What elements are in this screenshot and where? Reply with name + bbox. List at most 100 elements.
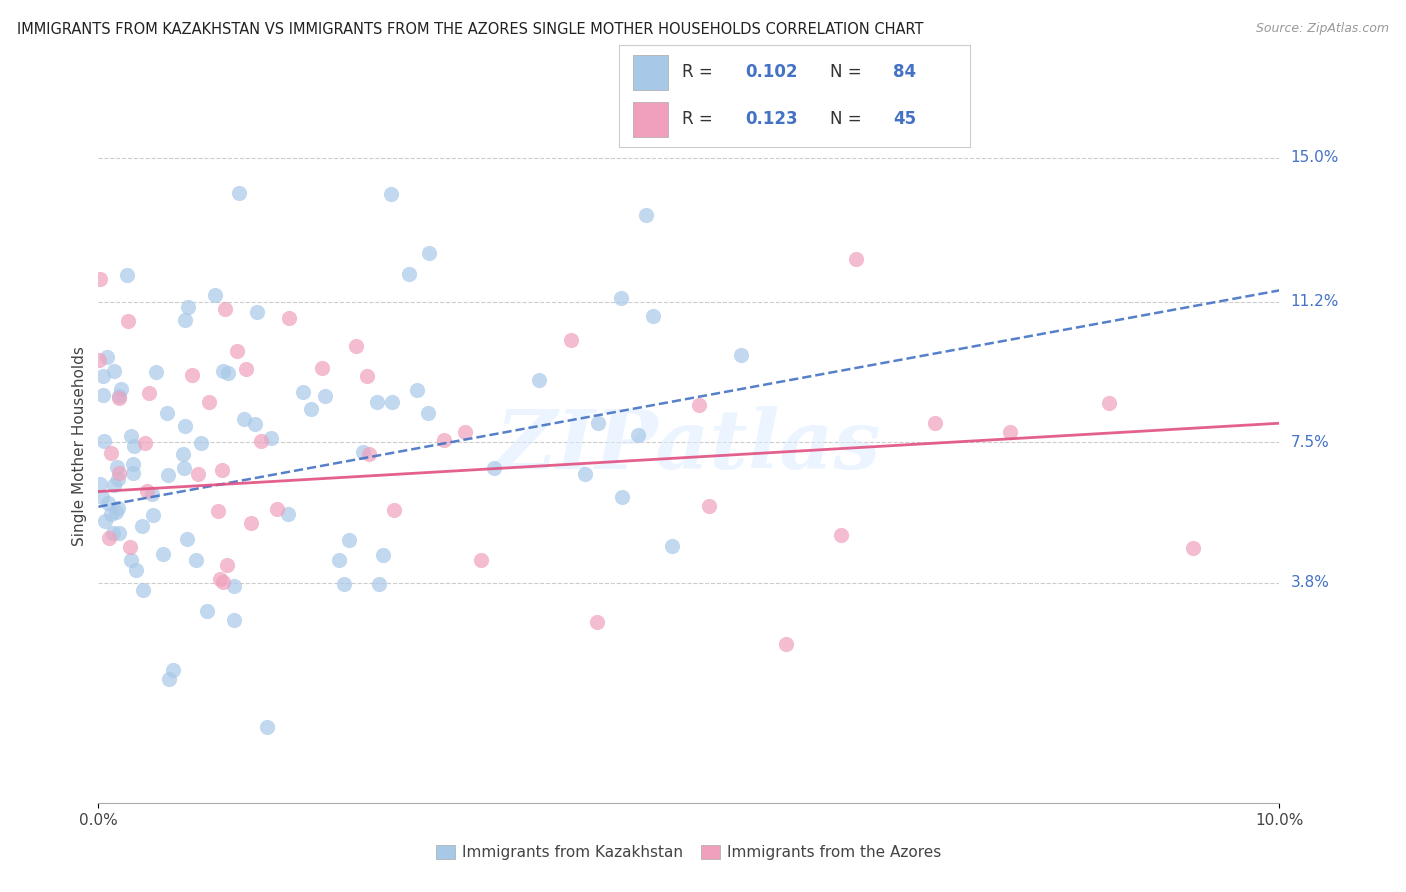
Point — [337, 533, 360, 547]
Point — [278, 310, 301, 325]
Point — [470, 552, 492, 566]
Point — [661, 539, 683, 553]
Point — [215, 558, 238, 572]
Point — [105, 505, 128, 519]
Point — [136, 484, 159, 499]
Point — [1181, 541, 1204, 555]
Point — [121, 457, 143, 471]
Point — [107, 472, 129, 486]
Point — [418, 406, 440, 420]
Point — [246, 305, 269, 319]
Point — [211, 364, 233, 378]
Point — [211, 463, 233, 477]
Point — [398, 267, 420, 281]
Text: IMMIGRANTS FROM KAZAKHSTAN VS IMMIGRANTS FROM THE AZORES SINGLE MOTHER HOUSEHOLD: IMMIGRANTS FROM KAZAKHSTAN VS IMMIGRANTS… — [17, 22, 924, 37]
Text: 7.5%: 7.5% — [1291, 434, 1329, 450]
Point — [120, 553, 142, 567]
Point — [157, 672, 180, 686]
Point — [235, 361, 257, 376]
Point — [266, 501, 288, 516]
Point — [924, 416, 946, 430]
Text: 11.2%: 11.2% — [1291, 294, 1339, 310]
Point — [208, 572, 231, 586]
Point — [156, 468, 179, 483]
Point — [94, 514, 117, 528]
Point — [311, 360, 333, 375]
Point — [187, 467, 209, 481]
Point — [634, 208, 657, 222]
Point — [110, 382, 132, 396]
Point — [344, 339, 367, 353]
Point — [177, 300, 200, 314]
Text: 45: 45 — [893, 111, 915, 128]
Point — [181, 368, 204, 383]
Point — [688, 398, 710, 412]
Point — [195, 604, 218, 618]
Point — [145, 365, 167, 379]
Point — [243, 417, 266, 431]
Point — [212, 575, 235, 590]
Point — [89, 476, 111, 491]
Point — [115, 268, 138, 282]
Point — [89, 272, 111, 286]
Bar — [633, 55, 668, 90]
Point — [97, 496, 120, 510]
Point — [527, 373, 550, 387]
Point — [134, 435, 156, 450]
Point — [380, 186, 402, 201]
Point — [228, 186, 250, 200]
Point — [560, 334, 582, 348]
Point — [353, 445, 375, 459]
Point — [108, 391, 131, 405]
Text: R =: R = — [682, 111, 718, 128]
Point — [108, 389, 131, 403]
Point — [226, 343, 249, 358]
Text: 0.102: 0.102 — [745, 63, 797, 81]
Text: R =: R = — [682, 63, 718, 81]
Point — [357, 447, 380, 461]
Point — [775, 637, 797, 651]
Point — [204, 288, 226, 302]
Text: ZIPatlas: ZIPatlas — [496, 406, 882, 486]
Point — [100, 446, 122, 460]
Point — [610, 490, 633, 504]
Text: 15.0%: 15.0% — [1291, 150, 1339, 165]
Point — [627, 427, 650, 442]
Point — [830, 527, 852, 541]
Point — [173, 461, 195, 475]
Point — [586, 416, 609, 430]
Point — [998, 425, 1021, 439]
Text: 3.8%: 3.8% — [1291, 575, 1330, 591]
Point — [103, 478, 125, 492]
Point — [131, 518, 153, 533]
Point — [574, 467, 596, 482]
Point — [132, 582, 155, 597]
Point — [152, 547, 174, 561]
Point — [105, 460, 128, 475]
Point — [328, 553, 350, 567]
Point — [172, 447, 194, 461]
Point — [90, 490, 112, 504]
Point — [217, 366, 239, 380]
Bar — [633, 102, 668, 137]
Point — [433, 433, 456, 447]
Point — [371, 548, 394, 562]
Point — [214, 302, 236, 317]
Text: N =: N = — [830, 63, 866, 81]
Point — [184, 553, 207, 567]
Point — [97, 531, 120, 545]
Point — [141, 486, 163, 500]
Point — [100, 508, 122, 522]
Point — [117, 314, 139, 328]
Point — [91, 388, 114, 402]
Point — [224, 613, 246, 627]
Point — [156, 406, 179, 420]
Point — [641, 309, 664, 323]
Point — [108, 525, 131, 540]
Point — [124, 563, 146, 577]
Point — [120, 429, 142, 443]
Point — [87, 352, 110, 367]
Point — [103, 363, 125, 377]
Point — [91, 369, 114, 384]
Point — [366, 394, 388, 409]
